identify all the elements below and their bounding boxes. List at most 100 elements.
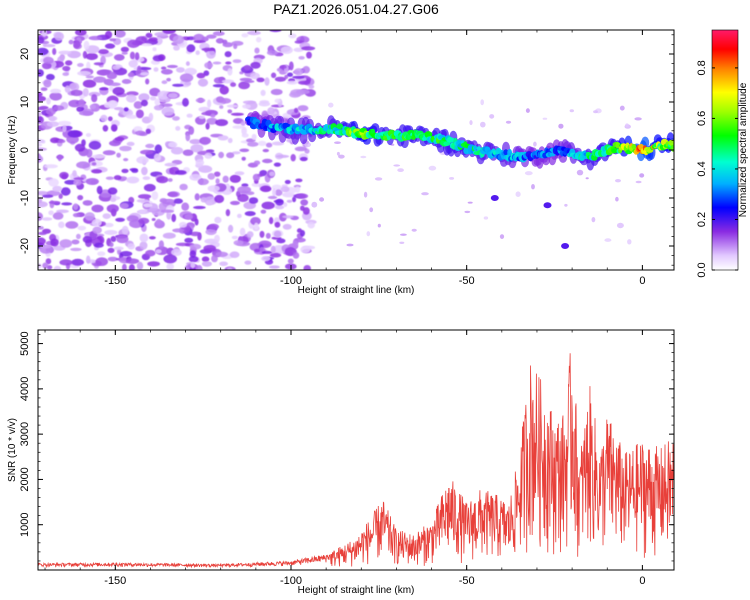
- spectrogram-noise-blob: [260, 185, 272, 193]
- spectrogram-noise-blob: [238, 81, 250, 90]
- spectrogram-noise-blob: [267, 107, 275, 115]
- spectrogram-noise-blob: [275, 198, 284, 206]
- spectrogram-noise-blob: [515, 191, 521, 197]
- colorbar-tick-label: 0.6: [696, 111, 708, 126]
- spectrogram-noise-blob: [267, 195, 278, 200]
- spectrogram-noise-blob: [250, 61, 261, 69]
- spectrogram-noise-blob: [234, 171, 245, 176]
- spectrogram-noise-blob: [105, 176, 114, 180]
- spectrogram-noise-blob: [199, 136, 211, 145]
- spectrogram-noise-blob: [302, 66, 311, 74]
- spectrogram-noise-blob: [145, 128, 151, 134]
- spectrogram-noise-blob: [619, 105, 625, 111]
- spectrogram-noise-blob: [294, 68, 304, 76]
- spectrogram-noise-blob: [214, 194, 225, 204]
- spectrogram-noise-blob: [38, 231, 47, 236]
- spectrogram-noise-blob: [193, 205, 206, 210]
- spectrogram-noise-blob: [61, 202, 73, 206]
- spectrogram-noise-blob: [213, 77, 224, 84]
- snr-x-tick-label: 0: [639, 575, 645, 587]
- signal-track-blob: [503, 149, 509, 156]
- spectrogram-noise-blob: [153, 105, 164, 111]
- spectrogram-noise-blob: [166, 263, 174, 270]
- spectrogram-noise-blob: [38, 107, 45, 111]
- spectrogram-noise-blob: [233, 43, 238, 50]
- spectrogram-noise-blob: [616, 222, 624, 229]
- spectrogram-noise-blob: [110, 236, 117, 242]
- signal-track-blob: [473, 145, 478, 151]
- spectrogram-noise-blob: [615, 196, 619, 202]
- snr-y-tick-label: 1000: [19, 512, 31, 536]
- snr-y-tick-label: 4000: [19, 377, 31, 401]
- spectrogram-noise-blob: [336, 151, 340, 156]
- spectrogram-noise-blob: [77, 63, 84, 67]
- spectrogram-noise-blob: [251, 182, 261, 187]
- spectrogram-noise-blob: [206, 201, 213, 206]
- spectrogram-noise-blob: [148, 37, 158, 42]
- spectrogram-noise-blob: [542, 117, 548, 120]
- spectrogram-noise-blob: [208, 223, 220, 230]
- spectrogram-noise-blob: [175, 125, 181, 131]
- spectrogram-noise-blob: [126, 176, 140, 184]
- spectrogram-noise-blob: [190, 144, 204, 153]
- spectrogram-noise-blob: [196, 265, 203, 270]
- spectrogram-noise-blob: [38, 47, 49, 56]
- spectrogram-noise-blob: [270, 245, 276, 254]
- spectrogram-noise-blob: [59, 171, 69, 179]
- spectrogram-noise-blob: [227, 267, 233, 270]
- spectrogram-noise-blob: [279, 65, 287, 69]
- spectrogram-noise-blob: [134, 52, 140, 61]
- spectrogram-noise-blob: [258, 101, 271, 107]
- spectrogram-noise-blob: [189, 243, 202, 250]
- spectrogram-noise-blob: [308, 84, 315, 89]
- colorbar-tick-label: 0.4: [696, 161, 708, 176]
- spectrogram-noise-blob: [184, 67, 197, 76]
- spectrogram-noise-blob: [136, 199, 149, 203]
- spectrogram-noise-blob: [143, 183, 156, 192]
- spectrogram-noise-blob: [189, 231, 201, 237]
- spectrogram-noise-blob: [295, 178, 303, 183]
- spectrogram-noise-blob: [57, 120, 72, 126]
- spectrogram-noise-blob: [107, 256, 118, 262]
- spectrogram-x-tick-label: 0: [639, 275, 645, 287]
- spectrogram-noise-blob: [227, 137, 233, 144]
- spectrogram-noise-blob: [94, 242, 104, 248]
- spectrogram-noise-blob: [215, 178, 220, 185]
- spectrogram-noise-blob: [328, 102, 334, 108]
- spectrogram-x-tick-label: -50: [459, 275, 475, 287]
- spectrogram-noise-blob: [274, 98, 281, 104]
- spectrogram-noise-blob: [135, 130, 146, 136]
- spectrogram-noise-blob: [38, 138, 45, 144]
- spectrogram-noise-blob: [269, 171, 275, 177]
- spectrogram-noise-blob: [288, 33, 297, 39]
- spectrogram-noise-blob: [64, 179, 77, 185]
- spectrogram-noise-blob: [73, 40, 81, 49]
- spectrogram-noise-blob: [127, 243, 135, 250]
- spectrogram-noise-blob: [102, 213, 111, 220]
- spectrogram-y-tick-label: 20: [19, 48, 31, 60]
- spectrogram-noise-blob: [65, 60, 73, 66]
- spectrogram-noise-blob: [75, 30, 87, 36]
- spectrogram-noise-blob: [113, 54, 125, 61]
- signal-sidelobe-blob: [543, 202, 552, 209]
- spectrogram-noise-blob: [145, 78, 150, 85]
- spectrogram-noise-blob: [46, 73, 55, 81]
- spectrogram-noise-blob: [104, 222, 114, 228]
- spectrogram-noise-blob: [300, 205, 305, 211]
- spectrogram-noise-blob: [186, 113, 193, 118]
- spectrogram-noise-blob: [533, 141, 537, 147]
- snr-y-tick-label: 5000: [19, 331, 31, 355]
- spectrogram-noise-blob: [222, 42, 234, 48]
- spectrogram-noise-blob: [233, 240, 244, 246]
- spectrogram-noise-blob: [161, 66, 167, 70]
- spectrogram-noise-blob: [139, 72, 150, 76]
- spectrogram-noise-blob: [203, 244, 216, 252]
- spectrogram-noise-blob: [126, 94, 137, 103]
- spectrogram-noise-blob: [50, 88, 62, 94]
- spectrogram-noise-blob: [145, 143, 155, 149]
- spectrogram-noise-blob: [265, 232, 271, 239]
- spectrogram-noise-blob: [585, 177, 589, 180]
- spectrogram-noise-blob: [211, 254, 218, 263]
- spectrogram-noise-blob: [38, 92, 43, 97]
- spectrogram-noise-blob: [244, 211, 256, 217]
